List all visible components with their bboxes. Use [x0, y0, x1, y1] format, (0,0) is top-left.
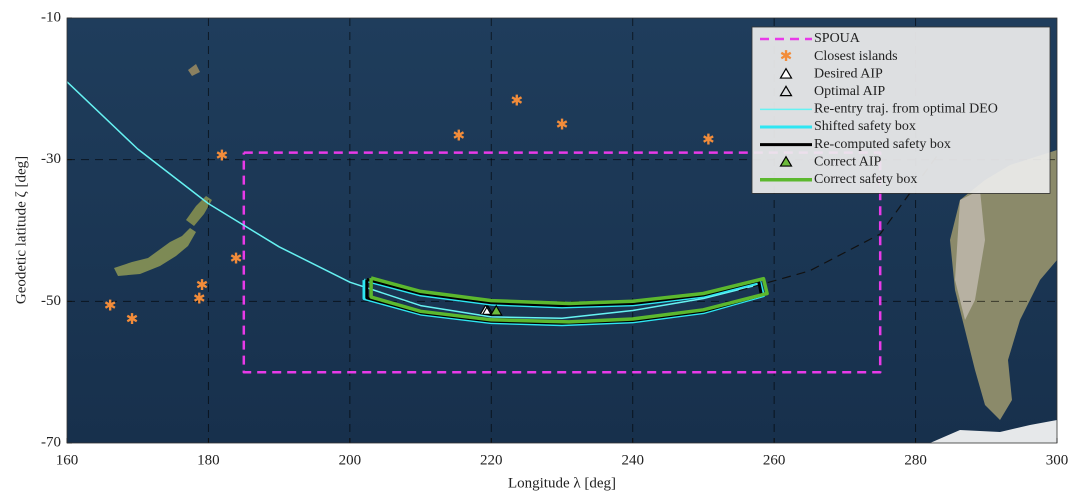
- legend-box: [751, 26, 1051, 194]
- series-line: [242, 151, 882, 374]
- island-marker: ✱: [556, 117, 569, 133]
- series-line: [66, 81, 761, 320]
- series-line: [369, 276, 769, 324]
- aip-marker: [779, 67, 793, 79]
- legend-label: Correct safety box: [814, 172, 917, 187]
- aip-marker: [779, 85, 793, 97]
- x-tick-label: 160: [56, 452, 79, 468]
- x-tick-label: 180: [197, 452, 220, 468]
- y-tick-label: -70: [41, 434, 61, 450]
- x-axis-label: Longitude λ [deg]: [508, 475, 616, 491]
- island-marker: ✱: [104, 299, 117, 315]
- legend: SPOUA ✱ Closest islands Desired AIP Optimal …: [751, 26, 1051, 194]
- island-marker: ✱: [510, 93, 523, 109]
- island-marker: ✱: [196, 278, 209, 294]
- legend-label: Desired AIP: [814, 66, 883, 81]
- y-axis-label: Geodetic latitude ζ [deg]: [13, 156, 29, 304]
- legend-label: Re-entry traj. from optimal DEO: [814, 102, 998, 117]
- aip-marker: [481, 304, 495, 316]
- aip-marker: [489, 304, 503, 316]
- y-tick-label: -30: [41, 151, 61, 167]
- island-marker: ✱: [126, 312, 139, 328]
- x-tick-label: 260: [763, 452, 786, 468]
- x-tick-label: 200: [339, 452, 362, 468]
- x-tick-label: 300: [1046, 452, 1069, 468]
- island-marker: ✱: [216, 149, 229, 165]
- island-marker: ✱: [452, 129, 465, 145]
- y-tick-label: -50: [41, 293, 61, 309]
- legend-label: Shifted safety box: [814, 119, 916, 134]
- plot-area: ✱✱✱✱✱✱✱✱✱✱: [66, 17, 1058, 444]
- legend-label: SPOUA: [814, 31, 861, 46]
- x-tick-label: 280: [904, 452, 927, 468]
- aip-marker: [779, 155, 793, 167]
- legend-label: Closest islands: [814, 49, 898, 64]
- island-marker: ✱: [193, 292, 206, 308]
- island-marker: ✱: [230, 251, 243, 267]
- island-marker: ✱: [702, 132, 715, 148]
- x-tick-label: 240: [621, 452, 644, 468]
- plot-frame: [66, 17, 1058, 444]
- x-tick-label: 220: [480, 452, 503, 468]
- legend-label: Re-computed safety box: [814, 137, 951, 152]
- y-tick-label: -10: [41, 9, 61, 25]
- legend-label: Correct AIP: [814, 154, 881, 169]
- island-marker: ✱: [780, 49, 793, 65]
- legend-label: Optimal AIP: [814, 84, 885, 99]
- series-line: [738, 155, 938, 292]
